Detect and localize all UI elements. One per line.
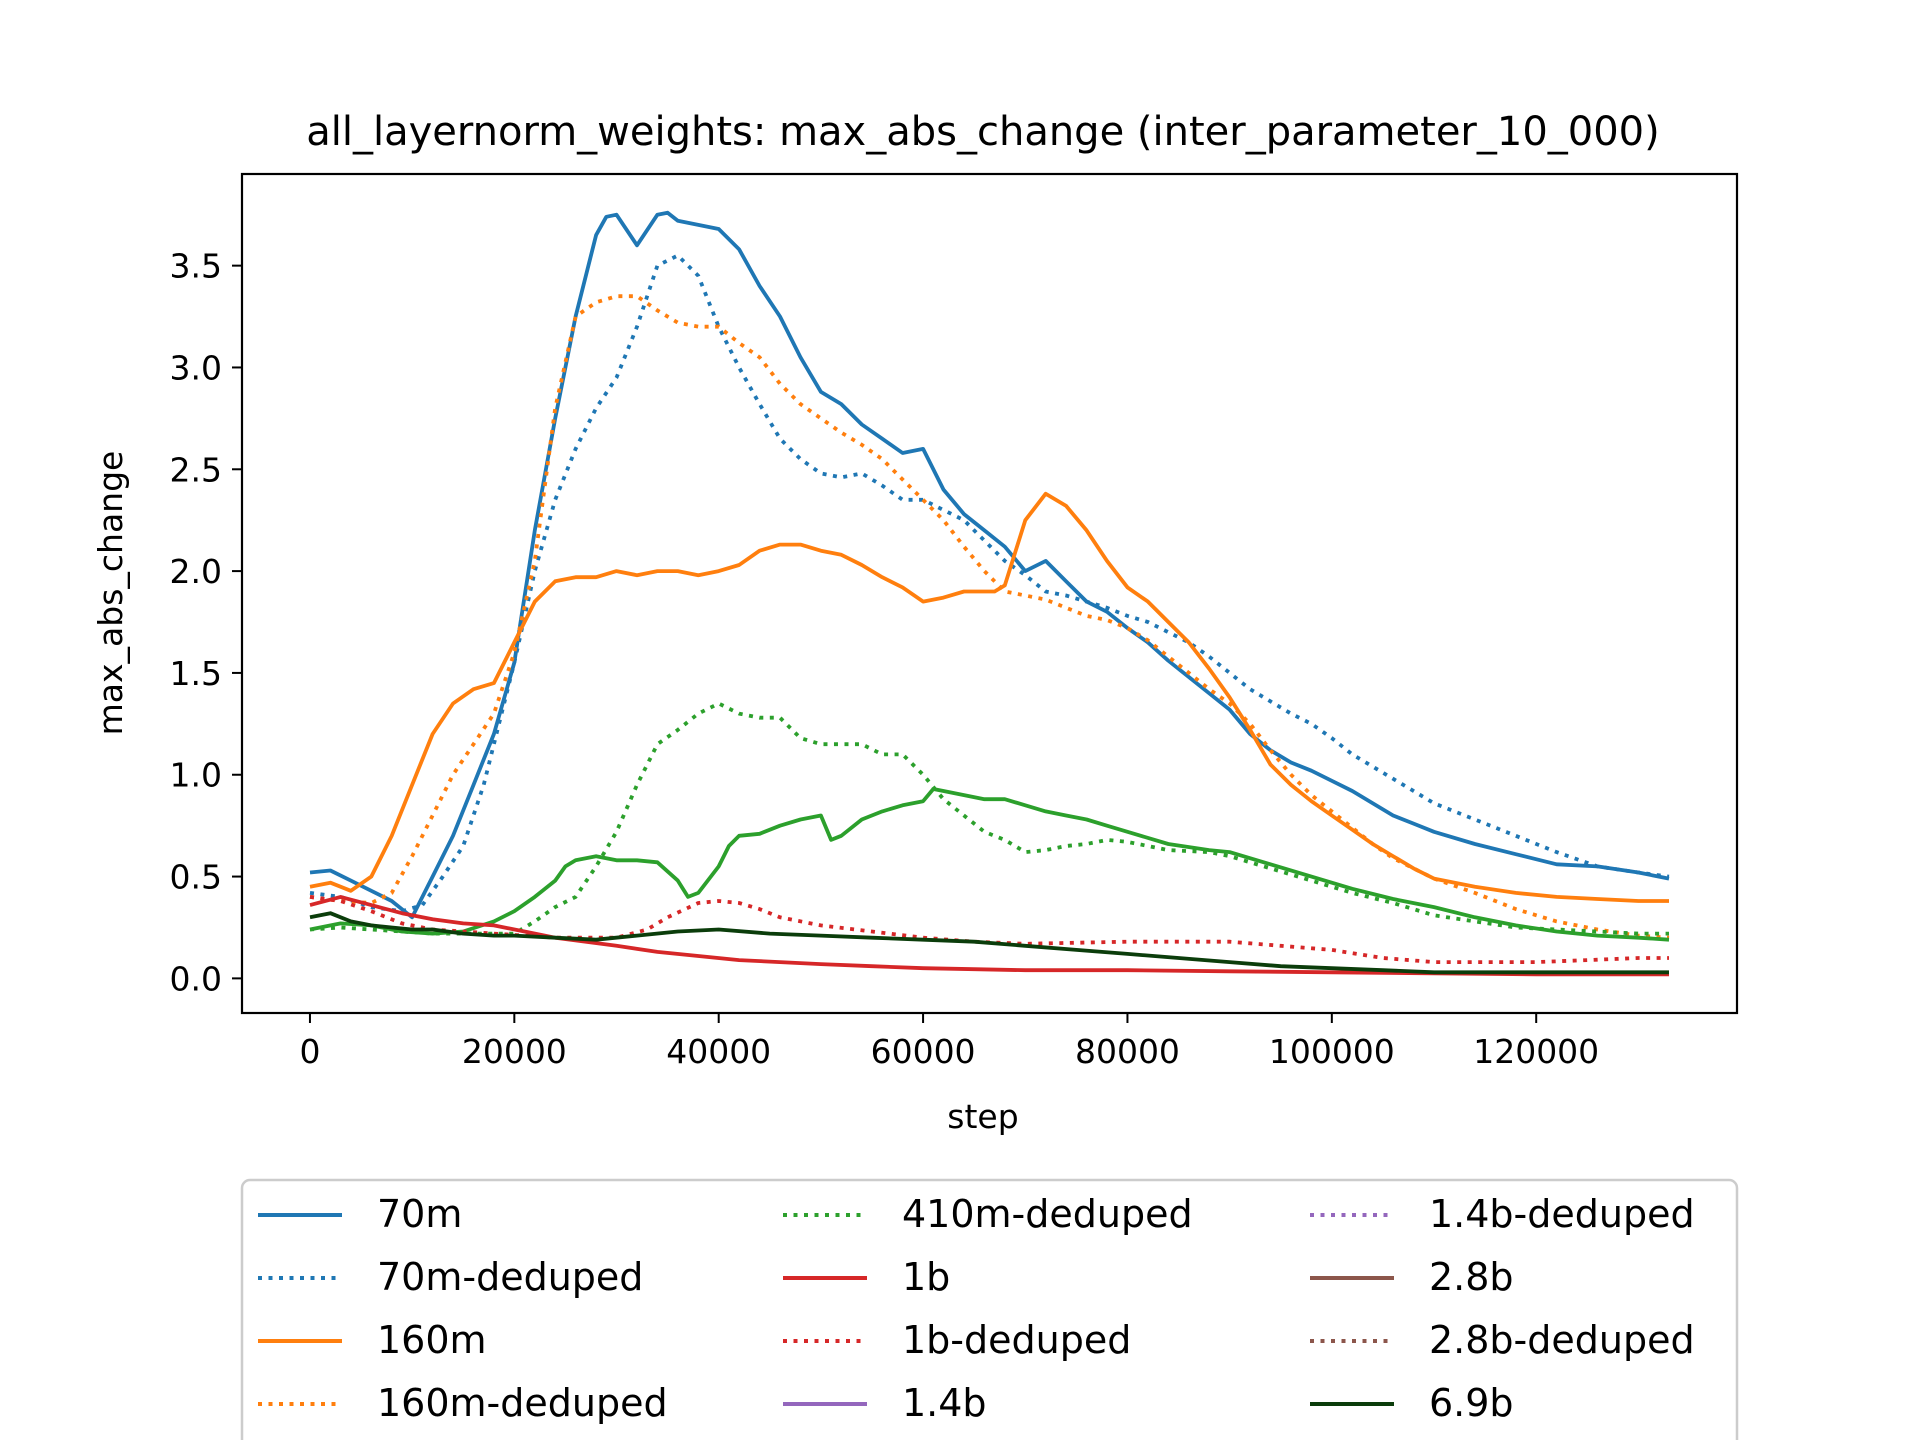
legend-label-6.9b: 6.9b bbox=[1429, 1381, 1514, 1425]
legend-label-160m-deduped: 160m-deduped bbox=[377, 1381, 668, 1425]
legend-label-1.4b: 1.4b bbox=[902, 1381, 987, 1425]
legend-label-160m: 160m bbox=[377, 1318, 487, 1362]
y-axis-label: max_abs_change bbox=[91, 451, 130, 736]
legend: 70m 70m-deduped 160m 160m-deduped 410m-dedup… bbox=[240, 1178, 1739, 1440]
x-tick-label: 20000 bbox=[462, 1032, 567, 1071]
legend-label-410m-deduped: 410m-deduped bbox=[902, 1192, 1193, 1236]
series-line-1b-deduped bbox=[309, 895, 1669, 964]
series-line-70m bbox=[309, 210, 1670, 920]
y-tick-label: 2.0 bbox=[170, 552, 222, 591]
legend-label-1b-deduped: 1b-deduped bbox=[902, 1318, 1131, 1362]
x-tick-label: 60000 bbox=[871, 1032, 976, 1071]
legend-frame bbox=[240, 1178, 1739, 1440]
series-group bbox=[309, 210, 1670, 977]
legend-label-70m-deduped: 70m-deduped bbox=[377, 1255, 643, 1299]
y-tick-label: 3.5 bbox=[170, 247, 222, 286]
legend-label-70m: 70m bbox=[377, 1192, 462, 1236]
legend-label-2.8b: 2.8b bbox=[1429, 1255, 1514, 1299]
x-tick-label: 40000 bbox=[666, 1032, 771, 1071]
plot-frame bbox=[240, 172, 1739, 1015]
y-tick-label: 0.0 bbox=[170, 959, 222, 998]
x-tick-label: 80000 bbox=[1075, 1032, 1180, 1071]
series-line-410m bbox=[309, 787, 1670, 942]
y-tick-label: 1.0 bbox=[170, 756, 222, 795]
plot-area: 0 20000 40000 60000 80000 100000 120000 0.0 0.5 1… bbox=[170, 172, 1739, 1071]
y-tick-label: 0.5 bbox=[170, 858, 222, 897]
y-tick-label: 2.5 bbox=[170, 450, 222, 489]
y-tick-label: 1.5 bbox=[170, 654, 222, 693]
y-tick-label: 3.0 bbox=[170, 348, 222, 387]
x-tick-label: 120000 bbox=[1473, 1032, 1599, 1071]
legend-label-1.4b-deduped: 1.4b-deduped bbox=[1429, 1192, 1695, 1236]
legend-label-2.8b-deduped: 2.8b-deduped bbox=[1429, 1318, 1695, 1362]
x-tick-label: 100000 bbox=[1269, 1032, 1395, 1071]
series-line-1b bbox=[309, 895, 1669, 977]
chart-title: all_layernorm_weights: max_abs_change (i… bbox=[306, 109, 1659, 155]
x-tick-label: 0 bbox=[299, 1032, 320, 1071]
x-axis-label: step bbox=[947, 1097, 1018, 1136]
series-line-6.9b bbox=[309, 911, 1669, 975]
legend-label-1b: 1b bbox=[902, 1255, 950, 1299]
